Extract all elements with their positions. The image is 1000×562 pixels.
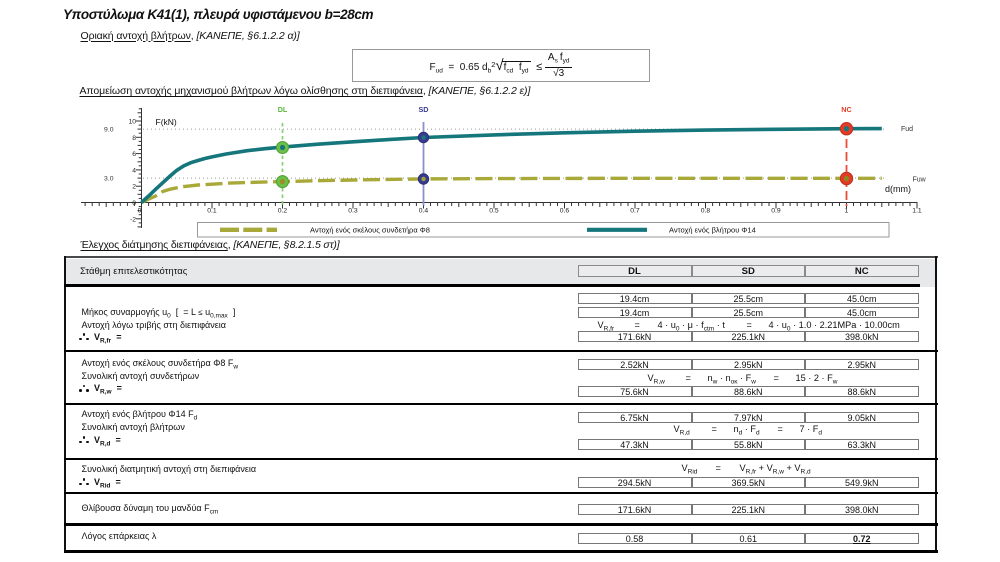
svg-text:0.7: 0.7 — [630, 207, 640, 214]
svg-text:-2: -2 — [130, 216, 136, 223]
svg-text:0.8: 0.8 — [701, 207, 711, 214]
svg-text:d(mm): d(mm) — [885, 184, 911, 194]
svg-text:SD: SD — [419, 105, 429, 114]
svg-text:0.6: 0.6 — [560, 207, 570, 214]
svg-text:Fud: Fud — [901, 126, 913, 133]
svg-text:0: 0 — [132, 200, 136, 207]
svg-text:9.0: 9.0 — [104, 127, 114, 134]
svg-text:2: 2 — [132, 184, 136, 191]
svg-text:6: 6 — [132, 151, 136, 158]
svg-text:NC: NC — [841, 105, 851, 114]
svg-text:Αντοχή ενός σκέλους συνδετήρα: Αντοχή ενός σκέλους συνδετήρα Φ8 — [310, 226, 430, 235]
svg-text:10: 10 — [128, 119, 136, 126]
svg-text:0.5: 0.5 — [489, 207, 499, 214]
svg-text:8: 8 — [132, 135, 136, 142]
svg-text:Αντοχή ενός βλήτρου Φ14: Αντοχή ενός βλήτρου Φ14 — [669, 226, 756, 235]
svg-text:DL: DL — [278, 105, 288, 114]
svg-text:1.1: 1.1 — [912, 207, 922, 214]
svg-text:F(kN): F(kN) — [156, 117, 177, 127]
svg-text:0.4: 0.4 — [419, 207, 429, 214]
svg-text:0.1: 0.1 — [207, 207, 217, 214]
svg-text:0.3: 0.3 — [348, 207, 358, 214]
svg-text:0: 0 — [138, 207, 142, 214]
svg-text:0.9: 0.9 — [771, 207, 781, 214]
svg-text:4: 4 — [132, 167, 136, 174]
svg-text:0.2: 0.2 — [278, 207, 288, 214]
svg-text:Fuw: Fuw — [913, 177, 927, 184]
svg-text:3.0: 3.0 — [104, 176, 114, 183]
svg-text:1: 1 — [845, 207, 849, 214]
